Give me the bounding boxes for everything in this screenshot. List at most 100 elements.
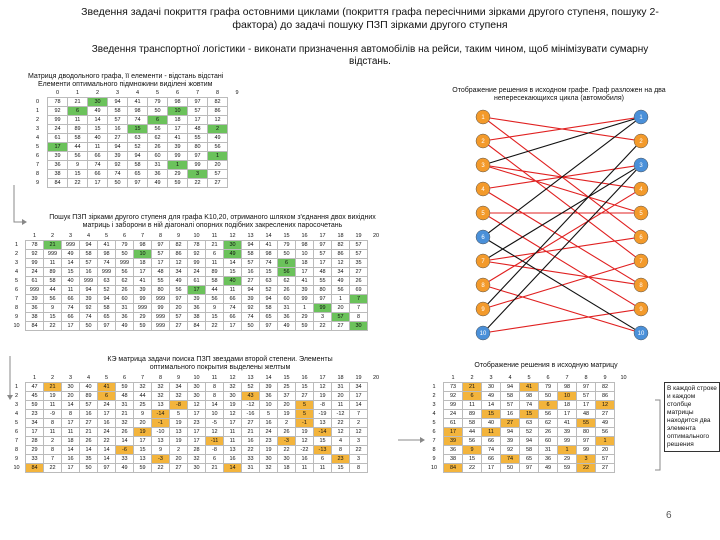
col-header: 10 <box>193 233 200 239</box>
arrowhead-3 <box>420 437 425 443</box>
row-header: 5 <box>14 278 19 284</box>
matrix-big-label: Пошук ПЗП зірками другого ступеня для гр… <box>49 214 376 229</box>
table-row: 10 84 22 17 50 97 49 59 999 27 84 22 17 50 97 49 59 22 27 3… <box>8 321 385 331</box>
right-node <box>633 181 649 197</box>
row-header: 7 <box>432 438 436 444</box>
right-node <box>633 229 649 245</box>
row-header: 8 <box>14 447 19 453</box>
table-row: 10 84 22 17 50 97 49 59 22 27 30 21 14 31 32 18 11 11 15 8 <box>8 463 385 473</box>
col-header: 20 <box>372 233 380 240</box>
col-header: 2 <box>50 233 55 239</box>
row-header: 7 <box>14 438 19 444</box>
right-node-label: 1 <box>639 115 643 121</box>
matrix-small-label: Матриця дводольного графа, її елементи -… <box>28 73 224 80</box>
graph-edge <box>482 260 642 286</box>
graph-edge <box>482 164 642 262</box>
page-title: Зведення задачі покриття графа остовними… <box>81 6 659 31</box>
row-header: 2 <box>432 393 436 399</box>
col-header: 11 <box>211 375 218 381</box>
graph-edge <box>482 212 642 310</box>
col-header: 17 <box>319 375 326 381</box>
row-header: 6 <box>432 429 436 435</box>
page-number: 6 <box>666 510 672 521</box>
table-row: 10 84 22 17 50 97 49 59 22 27 <box>425 463 633 473</box>
row-header: 10 <box>13 465 20 471</box>
right-node <box>633 277 649 293</box>
left-node-label: 10 <box>480 331 487 337</box>
graph-edge <box>482 140 642 310</box>
right-node-label: 6 <box>639 235 643 241</box>
col-header: 15 <box>283 375 290 381</box>
col-header: 6 <box>122 375 127 381</box>
col-header: 16 <box>301 375 308 381</box>
row-header: 8 <box>432 447 436 453</box>
matrix-ke-label: КЭ матрица задачи поиска ПЗП звездами вт… <box>107 356 333 371</box>
bipartite-graph: 1 2 3 4 5 6 7 8 9 10 1 2 3 4 5 6 7 8 9 10 <box>475 109 649 341</box>
graph-edge <box>482 236 642 334</box>
left-node-label: 3 <box>481 163 485 169</box>
col-header: 5 <box>104 375 109 381</box>
col-header: 6 <box>122 233 127 239</box>
col-header: 5 <box>527 375 531 381</box>
col-header: 8 <box>584 375 588 381</box>
row-header: 3 <box>432 402 436 408</box>
row-header: 4 <box>35 135 40 141</box>
graph-edge <box>482 116 642 238</box>
right-node-label: 9 <box>639 307 643 313</box>
col-header: 16 <box>301 233 308 239</box>
left-node <box>475 133 491 149</box>
matrix-big: 1 2 3 4 5 6 7 8 9 10 11 12 13 14 15 16 17 18 19 20 1 78 21 999 9… <box>8 232 385 331</box>
note-bracket <box>655 399 661 471</box>
arrow-down-1 <box>13 185 22 223</box>
left-node-label: 8 <box>481 283 485 289</box>
table-row: 1 78 21 999 94 41 79 98 97 82 78 21 30 94 41 79 98 97 82 57 <box>8 240 385 250</box>
col-header: 10 <box>620 375 627 382</box>
col-header: 4 <box>508 375 512 381</box>
row-header: 8 <box>35 171 40 177</box>
col-header: 6 <box>546 375 550 381</box>
matrix-cell: 27 <box>207 178 228 188</box>
col-header: 1 <box>75 90 80 96</box>
table-row: 8 36 9 74 92 58 31 999 99 20 36 9 74 92 58 31 1 99 20 7 <box>8 303 385 313</box>
right-node <box>633 325 649 341</box>
table-row: 9 38 15 66 74 65 36 29 999 57 38 15 66 74 65 36 29 3 57 8 <box>8 312 385 322</box>
col-header: 5 <box>155 90 160 96</box>
row-header: 9 <box>14 456 19 462</box>
col-header: 3 <box>489 375 493 381</box>
right-node <box>633 253 649 269</box>
col-header: 9 <box>176 233 181 239</box>
right-node-label: 3 <box>639 163 643 169</box>
table-row: 5 34 8 17 27 16 32 20 -1 19 23 -5 17 27 16 2 -1 13 22 2 <box>8 418 385 428</box>
left-node <box>475 229 491 245</box>
col-header: 7 <box>140 375 145 381</box>
matrix-final: 1 2 3 4 5 6 7 8 9 10 1 73 21 30 94 41 79 98 97 82 2 92 6 49 58 98… <box>425 374 633 473</box>
col-header: 4 <box>135 90 140 96</box>
col-header: 9 <box>235 90 239 97</box>
table-row: 9 33 7 16 35 14 33 13 -3 20 32 6 16 33 30 30 16 6 23 3 <box>8 454 385 464</box>
row-header: 2 <box>14 393 19 399</box>
row-header: 8 <box>14 305 19 311</box>
col-header: 3 <box>68 233 73 239</box>
left-node-label: 5 <box>481 211 485 217</box>
table-row: 3 99 11 14 57 74 6 18 17 12 <box>425 400 633 410</box>
row-header: 0 <box>35 99 40 105</box>
table-row: 9 84 22 17 50 97 49 59 22 27 <box>28 178 247 188</box>
col-header: 10 <box>193 375 200 381</box>
right-node <box>633 157 649 173</box>
graph-edge <box>482 164 642 334</box>
left-node <box>475 253 491 269</box>
left-node-label: 7 <box>481 259 485 265</box>
right-node <box>633 133 649 149</box>
col-header: 2 <box>50 375 55 381</box>
solution-note: В каждой строке и каждом столбце матрицы… <box>664 382 720 452</box>
matrix-final-label: Отображение решения в исходную матрицу <box>474 362 618 369</box>
right-node <box>633 109 649 125</box>
col-header: 8 <box>158 375 163 381</box>
matrix-cell: 30 <box>349 321 368 331</box>
col-header: 17 <box>319 233 326 239</box>
col-header: 3 <box>115 90 120 96</box>
row-header: 9 <box>35 180 40 186</box>
row-header: 3 <box>35 126 40 132</box>
left-node <box>475 157 491 173</box>
